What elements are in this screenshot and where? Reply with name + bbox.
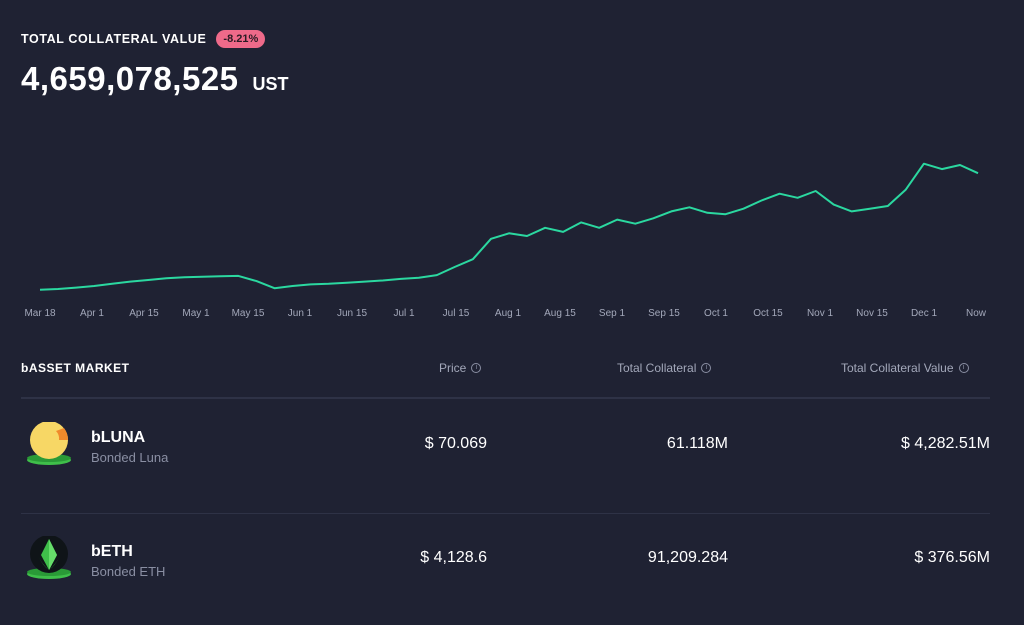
market-row-bluna[interactable]: bLUNA Bonded Luna $ 70.069 61.118M $ 4,2… xyxy=(21,400,990,490)
x-tick-label: Nov 1 xyxy=(807,308,834,319)
x-tick-label: Jun 1 xyxy=(288,308,313,319)
x-tick-label: Jul 15 xyxy=(443,308,470,319)
eth-coin-icon xyxy=(27,536,71,579)
total-collateral-header-label: Total Collateral xyxy=(617,361,697,375)
asset-price: $ 4,128.6 xyxy=(420,549,487,566)
summary-title: TOTAL COLLATERAL VALUE xyxy=(21,32,207,46)
market-header: bASSET MARKET Price i Total Collateral i… xyxy=(21,356,990,380)
x-tick-label: Dec 1 xyxy=(911,308,938,319)
x-tick-label: Jul 1 xyxy=(393,308,415,319)
asset-name: Bonded ETH xyxy=(91,564,166,579)
change-badge: -8.21% xyxy=(216,30,266,48)
x-tick-label: Now xyxy=(966,308,987,319)
asset-price: $ 70.069 xyxy=(424,435,487,452)
x-tick-label: Oct 15 xyxy=(753,308,783,319)
x-tick-label: Nov 15 xyxy=(856,308,888,319)
x-tick-label: Apr 1 xyxy=(80,308,104,319)
collateral-chart[interactable]: Mar 18 Apr 1 Apr 15 May 1 May 15 Jun 1 Jun 15 J… xyxy=(0,130,1024,330)
x-tick-label: Sep 1 xyxy=(599,308,626,319)
total-amount: 4,659,078,525 xyxy=(21,60,239,97)
total-value-column-header[interactable]: Total Collateral Value i xyxy=(841,361,969,375)
x-tick-label: Jun 15 xyxy=(337,308,367,319)
x-tick-label: Sep 15 xyxy=(648,308,680,319)
asset-symbol: bLUNA xyxy=(91,429,146,446)
asset-total-collateral: 61.118M xyxy=(666,435,728,452)
collateral-summary: TOTAL COLLATERAL VALUE -8.21% 4,659,078,… xyxy=(21,30,289,98)
x-tick-label: Mar 18 xyxy=(24,308,56,319)
x-tick-label: Aug 1 xyxy=(495,308,522,319)
row-divider xyxy=(21,513,990,514)
collateral-line xyxy=(39,162,979,291)
amount-row: 4,659,078,525 UST xyxy=(21,60,289,98)
info-icon[interactable]: i xyxy=(471,363,482,373)
x-tick-label: May 1 xyxy=(182,308,210,319)
market-title: bASSET MARKET xyxy=(21,361,130,375)
info-icon[interactable]: i xyxy=(701,363,712,373)
asset-total-value: $ 4,282.51M xyxy=(901,435,990,452)
price-column-header[interactable]: Price i xyxy=(439,361,482,375)
x-tick-label: Aug 15 xyxy=(544,308,576,319)
amount-unit: UST xyxy=(252,74,289,94)
total-collateral-column-header[interactable]: Total Collateral i xyxy=(617,361,712,375)
asset-total-collateral: 91,209.284 xyxy=(647,549,728,566)
x-tick-label: Apr 15 xyxy=(129,308,159,319)
market-row-beth[interactable]: bETH Bonded ETH $ 4,128.6 91,209.284 $ 3… xyxy=(21,514,990,604)
basset-market: bASSET MARKET Price i Total Collateral i… xyxy=(21,356,990,579)
title-row: TOTAL COLLATERAL VALUE -8.21% xyxy=(21,30,289,48)
info-icon[interactable]: i xyxy=(958,363,969,373)
luna-coin-icon xyxy=(27,422,71,465)
asset-name: Bonded Luna xyxy=(91,450,169,465)
x-tick-label: Oct 1 xyxy=(704,308,728,319)
header-divider xyxy=(21,397,990,399)
asset-symbol: bETH xyxy=(91,543,133,560)
x-tick-label: May 15 xyxy=(232,308,265,319)
total-value-header-label: Total Collateral Value xyxy=(841,361,954,375)
asset-total-value: $ 376.56M xyxy=(914,549,990,566)
price-header-label: Price xyxy=(439,361,467,375)
